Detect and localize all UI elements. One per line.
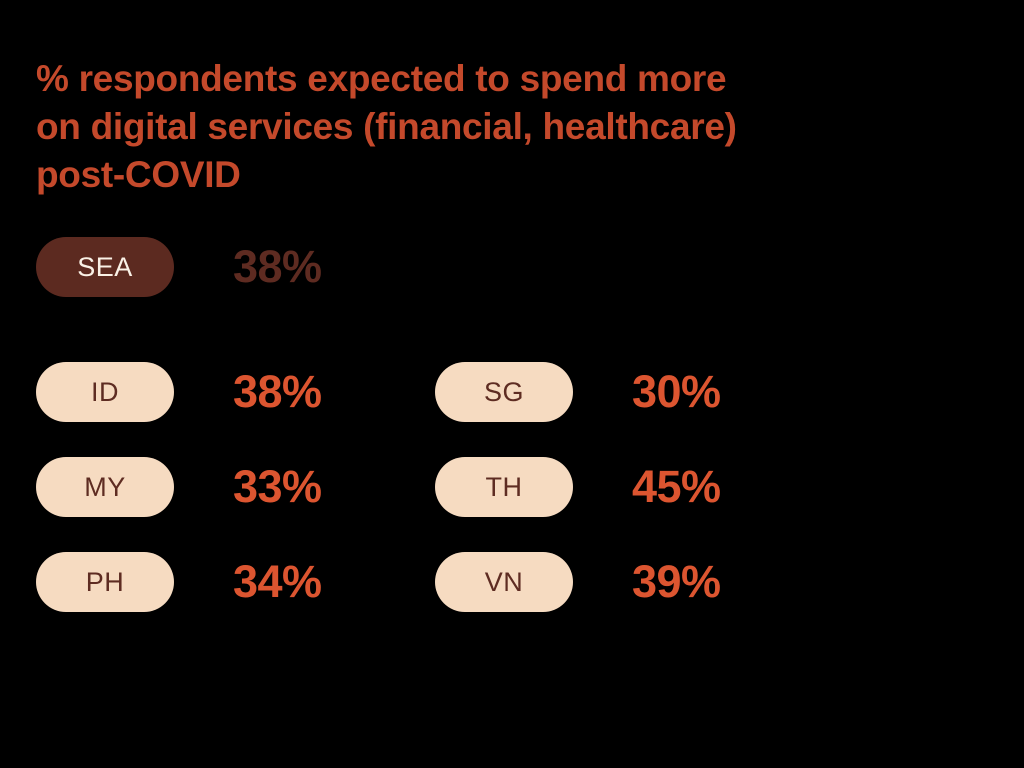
country-pill-label: TH bbox=[485, 471, 523, 502]
country-value-my: 33% bbox=[233, 461, 322, 512]
country-pill-label: ID bbox=[91, 376, 119, 407]
country-row-id: ID 38% bbox=[36, 362, 435, 422]
country-pill-ph: PH bbox=[36, 552, 174, 612]
country-pill-th: TH bbox=[435, 457, 573, 517]
country-pill-id: ID bbox=[36, 362, 174, 422]
country-value-ph: 34% bbox=[233, 556, 322, 607]
country-pill-vn: VN bbox=[435, 552, 573, 612]
country-value-vn: 39% bbox=[632, 556, 721, 607]
sea-summary-row: SEA 38% bbox=[36, 237, 322, 297]
country-pill-label: PH bbox=[85, 566, 125, 597]
country-pill-label: MY bbox=[84, 471, 126, 502]
country-pill-sg: SG bbox=[435, 362, 573, 422]
country-grid: ID 38% SG 30% MY 33% TH 45% PH bbox=[36, 362, 721, 612]
sea-value: 38% bbox=[233, 241, 322, 292]
sea-pill-label: SEA bbox=[77, 251, 133, 282]
chart-title-line-2: on digital services (financial, healthca… bbox=[36, 105, 737, 147]
country-row-ph: PH 34% bbox=[36, 552, 435, 612]
chart-title-line-3: post-COVID bbox=[36, 153, 241, 195]
country-value-id: 38% bbox=[233, 366, 322, 417]
country-value-th: 45% bbox=[632, 461, 721, 512]
country-row-th: TH 45% bbox=[435, 457, 721, 517]
sea-pill: SEA bbox=[36, 237, 174, 297]
country-row-sg: SG 30% bbox=[435, 362, 721, 422]
country-value-sg: 30% bbox=[632, 366, 721, 417]
country-row-vn: VN 39% bbox=[435, 552, 721, 612]
country-pill-my: MY bbox=[36, 457, 174, 517]
country-pill-label: VN bbox=[484, 566, 524, 597]
country-pill-label: SG bbox=[483, 376, 524, 407]
chart-title: % respondents expected to spend more on … bbox=[36, 55, 737, 199]
country-row-my: MY 33% bbox=[36, 457, 435, 517]
chart-title-line-1: % respondents expected to spend more bbox=[36, 57, 727, 99]
